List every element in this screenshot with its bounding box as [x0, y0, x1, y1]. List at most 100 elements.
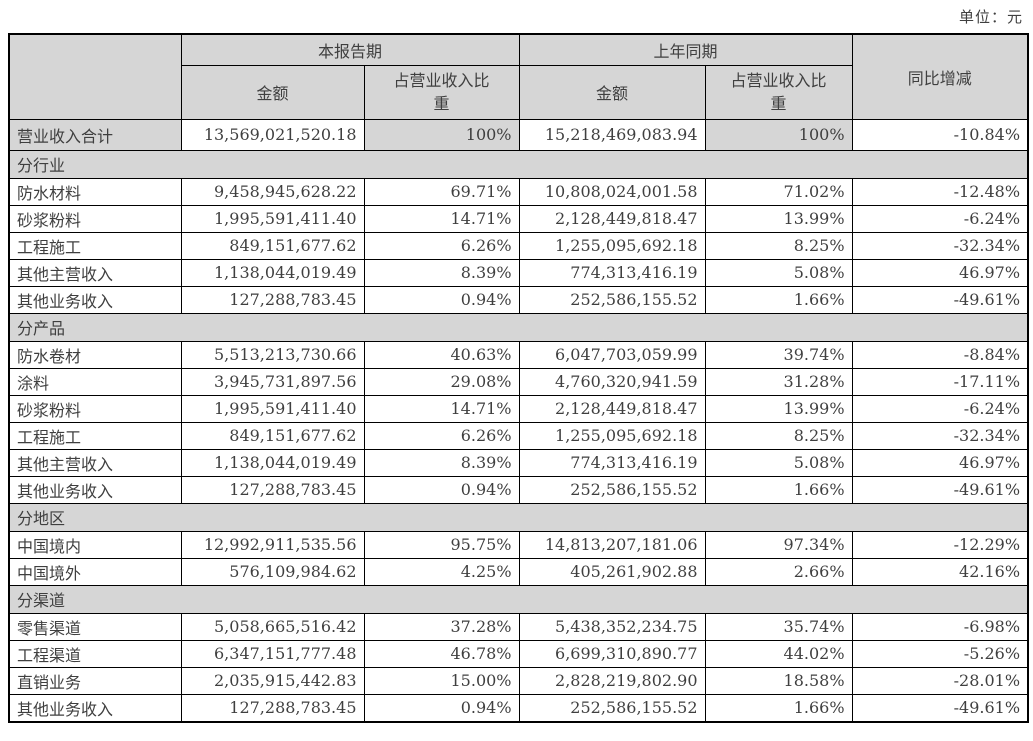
pct-prior: 1.66%: [704, 475, 853, 504]
pct-prior: 13.99%: [704, 394, 853, 423]
table-row: 砂浆粉料 1,995,591,411.40 14.71% 2,128,449,8…: [8, 394, 1029, 423]
amount-current: 12,992,911,535.56: [180, 530, 365, 559]
row-label: 砂浆粉料: [8, 204, 182, 233]
amount-prior: 252,586,155.52: [518, 475, 706, 504]
row-label: 其他业务收入: [8, 693, 182, 722]
pct-current: 14.71%: [363, 204, 520, 233]
amount-current: 1,138,044,019.49: [180, 448, 365, 477]
pct-header-current-label: 占营业收入比重: [393, 70, 490, 113]
amount-current: 1,995,591,411.40: [180, 394, 365, 423]
pct-prior: 71.02%: [704, 177, 853, 206]
amount-prior: 10,808,024,001.58: [518, 177, 706, 206]
pct-prior: 1.66%: [704, 285, 853, 314]
amount-prior: 15,218,469,083.94: [518, 118, 706, 151]
table-row: 其他业务收入 127,288,783.45 0.94% 252,586,155.…: [8, 693, 1029, 722]
table-row: 直销业务 2,035,915,442.83 15.00% 2,828,219,8…: [8, 666, 1029, 695]
unit-label: 单位：元: [958, 8, 1023, 26]
amount-prior: 5,438,352,234.75: [518, 612, 706, 641]
amount-prior: 1,255,095,692.18: [518, 421, 706, 450]
yoy-value: -8.84%: [851, 340, 1029, 369]
pct-prior: 97.34%: [704, 530, 853, 559]
yoy-value: -32.34%: [851, 231, 1029, 260]
amount-current: 1,138,044,019.49: [180, 258, 365, 287]
pct-current: 46.78%: [363, 639, 520, 668]
yoy-value: -10.84%: [851, 118, 1029, 151]
table-row: 防水卷材 5,513,213,730.66 40.63% 6,047,703,0…: [8, 340, 1029, 369]
amount-current: 2,035,915,442.83: [180, 666, 365, 695]
row-label: 中国境内: [8, 530, 182, 559]
yoy-value: -6.98%: [851, 612, 1029, 641]
yoy-value: -6.24%: [851, 204, 1029, 233]
pct-current: 15.00%: [363, 666, 520, 695]
table-row: 工程施工 849,151,677.62 6.26% 1,255,095,692.…: [8, 421, 1029, 450]
yoy-value: -17.11%: [851, 367, 1029, 396]
pct-current: 4.25%: [363, 557, 520, 586]
amount-prior: 6,699,310,890.77: [518, 639, 706, 668]
amount-prior: 2,128,449,818.47: [518, 204, 706, 233]
pct-header-prior-label: 占营业收入比重: [730, 70, 827, 113]
pct-prior: 44.02%: [704, 639, 853, 668]
yoy-value: -49.61%: [851, 693, 1029, 722]
row-label: 工程渠道: [8, 639, 182, 668]
pct-current: 6.26%: [363, 421, 520, 450]
row-label: 中国境外: [8, 557, 182, 586]
amount-current: 5,058,665,516.42: [180, 612, 365, 641]
pct-prior: 5.08%: [704, 258, 853, 287]
amount-current: 849,151,677.62: [180, 231, 365, 260]
row-label: 工程施工: [8, 231, 182, 260]
pct-current: 100%: [363, 118, 520, 151]
current-period-header: 本报告期: [180, 33, 520, 66]
row-label: 直销业务: [8, 666, 182, 695]
yoy-value: -49.61%: [851, 285, 1029, 314]
row-label: 其他业务收入: [8, 475, 182, 504]
yoy-value: -12.29%: [851, 530, 1029, 559]
table-row: 工程施工 849,151,677.62 6.26% 1,255,095,692.…: [8, 231, 1029, 260]
amount-prior: 252,586,155.52: [518, 693, 706, 722]
table-row: 其他主营收入 1,138,044,019.49 8.39% 774,313,41…: [8, 448, 1029, 477]
row-label: 营业收入合计: [8, 118, 182, 151]
amount-current: 849,151,677.62: [180, 421, 365, 450]
pct-prior: 8.25%: [704, 421, 853, 450]
amount-current: 127,288,783.45: [180, 285, 365, 314]
table-row: 其他主营收入 1,138,044,019.49 8.39% 774,313,41…: [8, 258, 1029, 287]
amount-current: 127,288,783.45: [180, 693, 365, 722]
pct-current: 6.26%: [363, 231, 520, 260]
pct-prior: 39.74%: [704, 340, 853, 369]
pct-current: 14.71%: [363, 394, 520, 423]
pct-prior: 8.25%: [704, 231, 853, 260]
yoy-value: -5.26%: [851, 639, 1029, 668]
yoy-value: -12.48%: [851, 177, 1029, 206]
pct-current: 0.94%: [363, 693, 520, 722]
amount-current: 13,569,021,520.18: [180, 118, 365, 151]
yoy-value: 46.97%: [851, 448, 1029, 477]
pct-prior: 100%: [704, 118, 853, 151]
pct-prior: 35.74%: [704, 612, 853, 641]
pct-current: 8.39%: [363, 448, 520, 477]
amount-current: 1,995,591,411.40: [180, 204, 365, 233]
header-row-periods: 本报告期 上年同期 同比增减: [8, 33, 1029, 120]
amount-prior: 252,586,155.52: [518, 285, 706, 314]
yoy-value: -6.24%: [851, 394, 1029, 423]
section-title: 分渠道: [8, 584, 1029, 614]
pct-header-current: 占营业收入比重: [363, 64, 520, 120]
pct-current: 40.63%: [363, 340, 520, 369]
revenue-breakdown-table: 本报告期 上年同期 同比增减 金额 占营业收入比重 金额 占营业收入比重 营业收…: [8, 33, 1030, 723]
section-header-channel: 分渠道: [8, 584, 1029, 614]
amount-prior: 2,828,219,802.90: [518, 666, 706, 695]
pct-prior: 2.66%: [704, 557, 853, 586]
pct-current: 0.94%: [363, 285, 520, 314]
section-title: 分行业: [8, 149, 1029, 179]
pct-prior: 1.66%: [704, 693, 853, 722]
row-label: 其他主营收入: [8, 258, 182, 287]
row-label: 其他业务收入: [8, 285, 182, 314]
amount-header-current: 金额: [180, 64, 365, 120]
amount-prior: 6,047,703,059.99: [518, 340, 706, 369]
yoy-value: 46.97%: [851, 258, 1029, 287]
pct-header-prior: 占营业收入比重: [704, 64, 853, 120]
amount-header-prior: 金额: [518, 64, 706, 120]
pct-prior: 13.99%: [704, 204, 853, 233]
corner-empty-cell: [8, 33, 182, 120]
pct-prior: 18.58%: [704, 666, 853, 695]
row-label: 其他主营收入: [8, 448, 182, 477]
